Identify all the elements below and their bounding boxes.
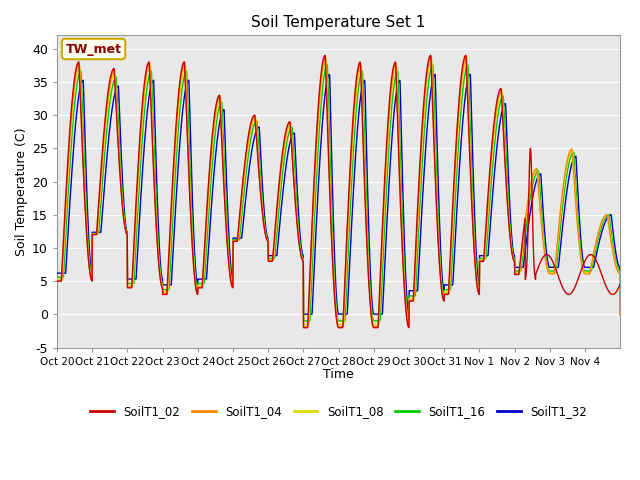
SoilT1_32 (616, 312, 624, 317)
SoilT1_08 (300, 322, 307, 327)
SoilT1_32 (609, 222, 616, 228)
Y-axis label: Soil Temperature (C): Soil Temperature (C) (15, 127, 28, 256)
SoilT1_16 (300, 318, 307, 324)
Legend: SoilT1_02, SoilT1_04, SoilT1_08, SoilT1_16, SoilT1_32: SoilT1_02, SoilT1_04, SoilT1_08, SoilT1_… (86, 400, 591, 423)
SoilT1_16 (231, 237, 239, 242)
SoilT1_32 (467, 72, 474, 77)
SoilT1_32 (509, 241, 516, 247)
SoilT1_02 (609, 291, 616, 297)
Text: TW_met: TW_met (65, 43, 122, 56)
SoilT1_16 (464, 62, 472, 68)
SoilT1_04 (372, 324, 380, 329)
SoilT1_08 (373, 322, 381, 327)
SoilT1_04 (53, 277, 61, 283)
SoilT1_16 (109, 80, 117, 86)
SoilT1_16 (53, 274, 61, 280)
SoilT1_32 (540, 222, 548, 228)
SoilT1_16 (609, 239, 616, 245)
Line: SoilT1_08: SoilT1_08 (57, 60, 620, 324)
SoilT1_08 (509, 252, 516, 257)
SoilT1_16 (616, 312, 624, 317)
SoilT1_04 (231, 238, 239, 244)
Title: Soil Temperature Set 1: Soil Temperature Set 1 (252, 15, 426, 30)
SoilT1_04 (300, 324, 307, 329)
SoilT1_04 (463, 54, 470, 60)
SoilT1_08 (53, 276, 61, 282)
Line: SoilT1_32: SoilT1_32 (57, 74, 620, 314)
SoilT1_04 (509, 253, 516, 259)
SoilT1_16 (509, 249, 516, 255)
SoilT1_08 (541, 246, 548, 252)
SoilT1_32 (53, 270, 61, 276)
SoilT1_02 (300, 325, 307, 331)
SoilT1_08 (109, 72, 117, 78)
SoilT1_02 (462, 52, 470, 58)
SoilT1_16 (372, 318, 380, 324)
SoilT1_04 (609, 248, 616, 253)
SoilT1_02 (616, 281, 624, 287)
SoilT1_02 (231, 239, 239, 244)
SoilT1_02 (53, 278, 61, 284)
SoilT1_02 (541, 253, 548, 259)
SoilT1_08 (609, 245, 616, 251)
SoilT1_32 (372, 311, 380, 317)
Line: SoilT1_04: SoilT1_04 (57, 57, 620, 326)
SoilT1_32 (231, 235, 239, 241)
SoilT1_08 (231, 238, 239, 243)
Line: SoilT1_02: SoilT1_02 (57, 55, 620, 328)
SoilT1_04 (541, 249, 548, 255)
SoilT1_02 (372, 325, 380, 331)
SoilT1_04 (109, 68, 117, 74)
SoilT1_08 (323, 57, 330, 63)
SoilT1_32 (109, 98, 117, 104)
SoilT1_04 (616, 312, 624, 317)
SoilT1_08 (616, 312, 624, 317)
SoilT1_16 (541, 240, 548, 246)
SoilT1_02 (109, 66, 117, 72)
X-axis label: Time: Time (323, 368, 354, 381)
Line: SoilT1_16: SoilT1_16 (57, 65, 620, 321)
SoilT1_02 (509, 253, 516, 259)
